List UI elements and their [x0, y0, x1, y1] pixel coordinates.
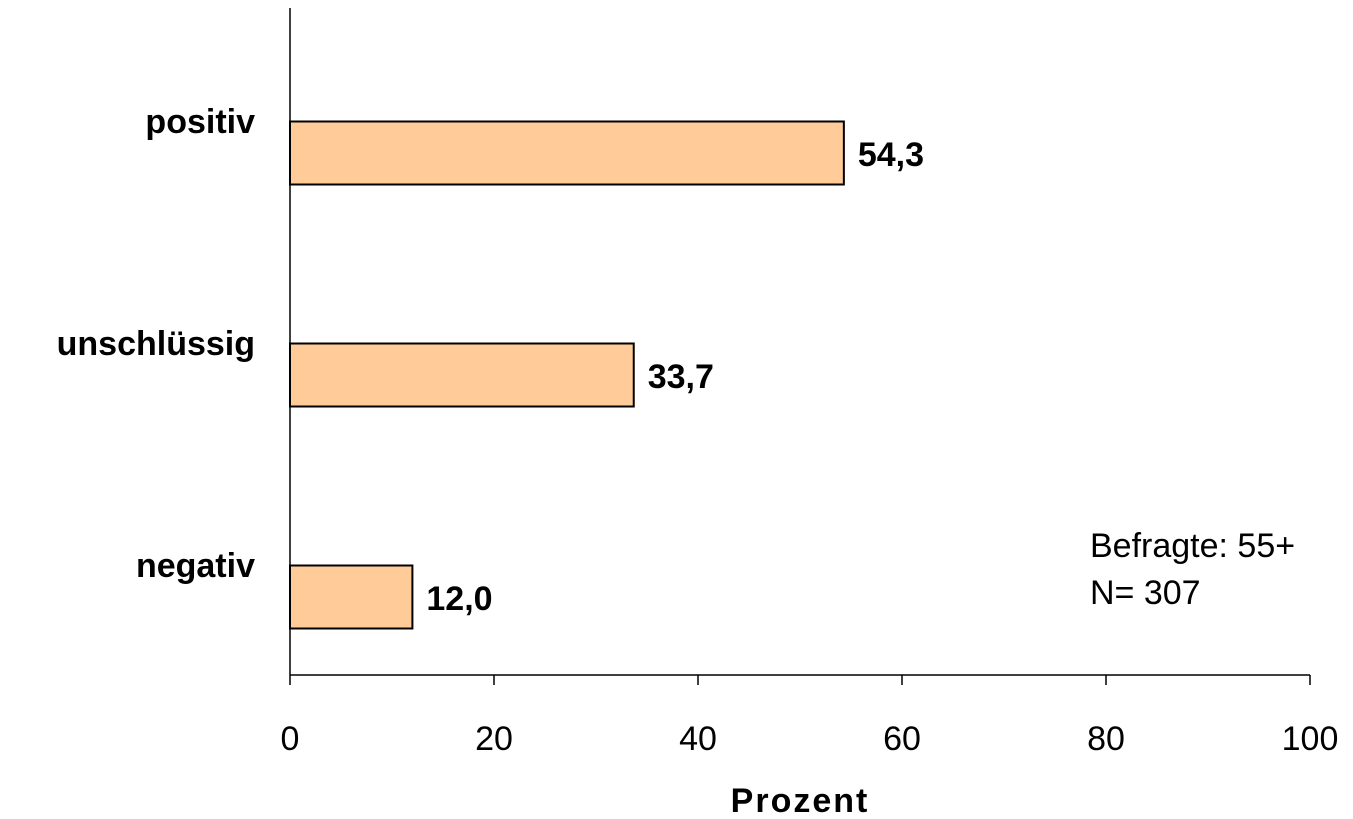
category-labels: positiv unschlüssig negativ: [57, 103, 255, 585]
category-label: negativ: [136, 547, 255, 585]
category-label: positiv: [145, 103, 255, 141]
bar-1: [289, 342, 635, 408]
x-tick-labels: 0 20 40 60 80 100: [281, 720, 1339, 758]
annotation-sample-size: N= 307: [1090, 574, 1201, 612]
value-labels: 54,3 33,7 12,0: [426, 136, 924, 618]
value-label: 54,3: [858, 136, 924, 174]
x-ticks: [289, 675, 1311, 685]
x-tick-label: 20: [475, 720, 513, 758]
bars-group: [289, 120, 845, 630]
x-tick-label: 80: [1087, 720, 1125, 758]
value-label: 12,0: [426, 580, 492, 618]
x-tick-label: 40: [679, 720, 717, 758]
x-axis-title: Prozent: [731, 782, 870, 819]
bar-2: [289, 564, 414, 630]
bar-0: [289, 120, 845, 186]
annotation-respondents: Befragte: 55+: [1090, 527, 1295, 565]
value-label: 33,7: [648, 358, 714, 396]
x-tick-label: 0: [281, 720, 300, 758]
x-tick-label: 100: [1282, 720, 1339, 758]
category-label: unschlüssig: [57, 325, 255, 363]
x-tick-label: 60: [883, 720, 921, 758]
